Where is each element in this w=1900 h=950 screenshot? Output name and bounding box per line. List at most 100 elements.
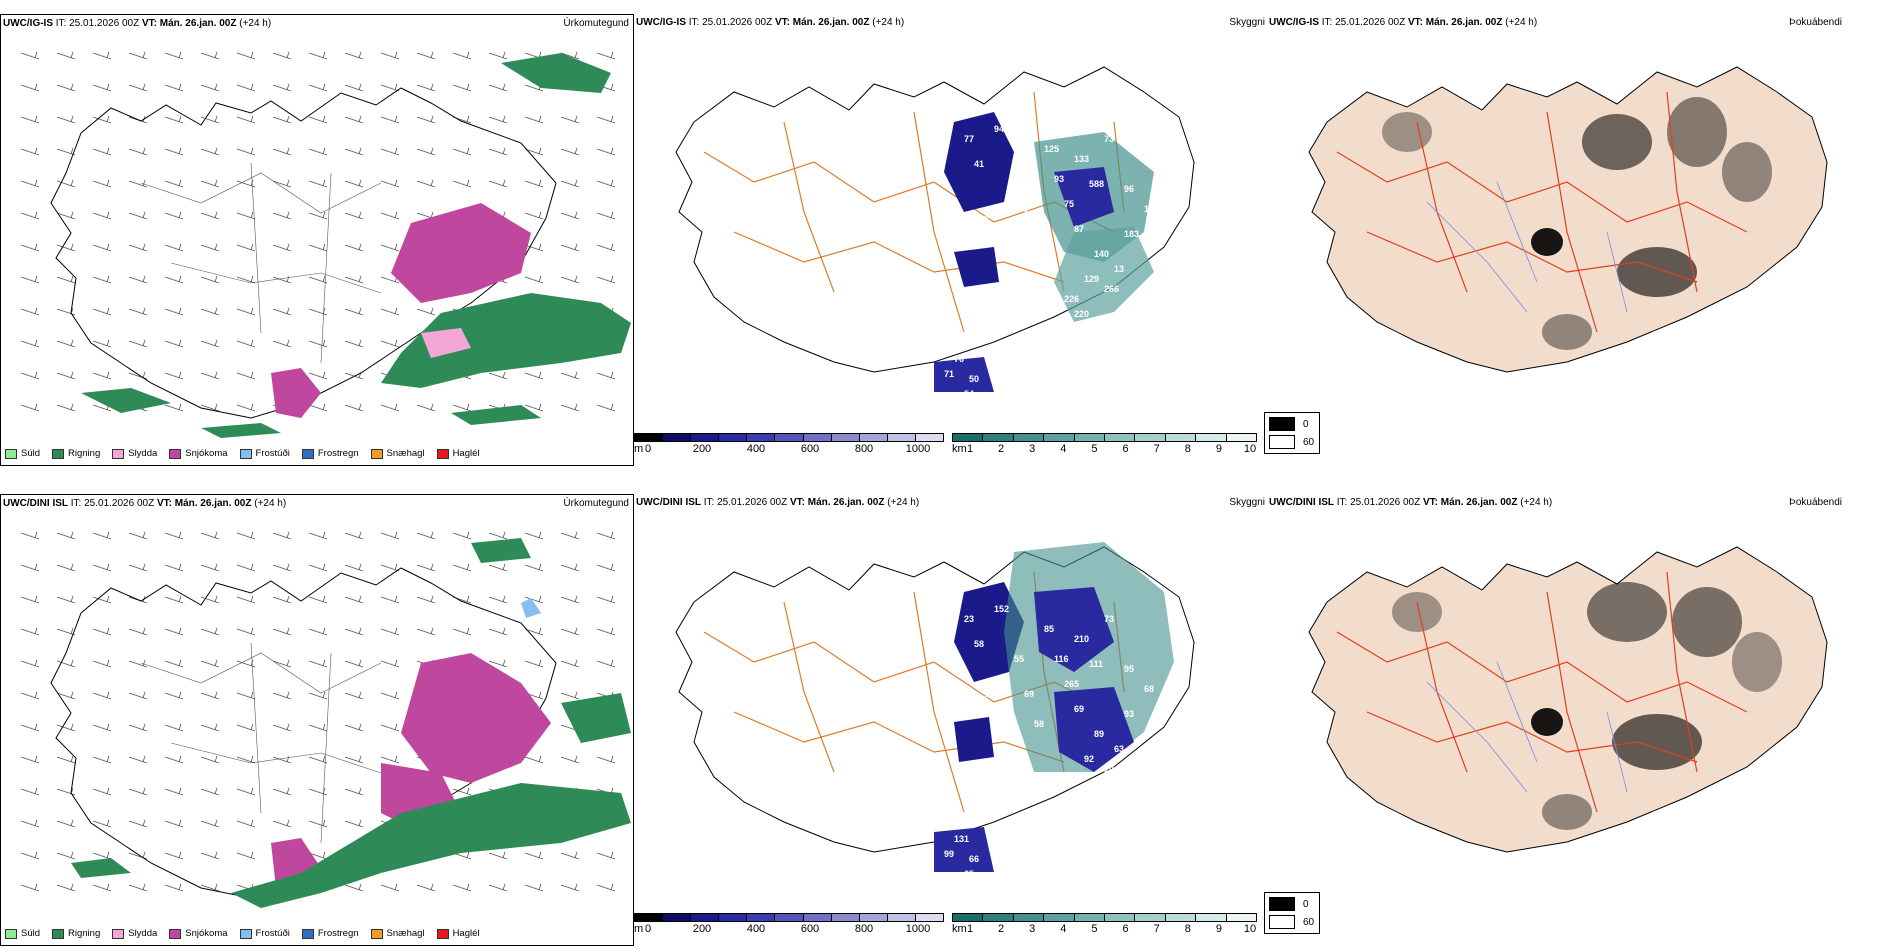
wind-barb xyxy=(416,179,436,188)
colorbar-cell xyxy=(1226,914,1257,921)
wind-barb xyxy=(488,371,508,380)
panel-title: UWC/DINI ISL IT: 25.01.2026 00Z VT: Mán.… xyxy=(3,498,287,509)
wind-barb xyxy=(380,147,400,156)
fog-swatch-0 xyxy=(1269,897,1295,911)
ptype-legend: Súld Rigning Slydda Snjókoma Frostúði Frostre… xyxy=(5,928,480,939)
cloud-base-label: 54 xyxy=(964,389,974,392)
wind-barb xyxy=(452,531,472,540)
colorbar-tick: 5 xyxy=(1091,923,1098,935)
wind-barb xyxy=(380,531,400,540)
colorbar-cell xyxy=(719,914,748,921)
precip-areas xyxy=(71,538,631,908)
wind-barb xyxy=(308,275,328,284)
wind-barb xyxy=(596,243,616,252)
wind-barb xyxy=(128,787,148,796)
wind-barb xyxy=(56,147,76,156)
wind-barb xyxy=(380,659,400,668)
wind-barb xyxy=(164,883,184,892)
wind-barb xyxy=(416,403,436,412)
legend-swatch xyxy=(112,928,125,939)
legend-label: Snæhagl xyxy=(386,448,425,459)
wind-barb xyxy=(92,787,112,796)
wind-barb xyxy=(272,819,292,828)
fog-map xyxy=(1308,546,1828,853)
wind-barb xyxy=(92,339,112,348)
wind-barb xyxy=(92,371,112,380)
wind-barb xyxy=(272,723,292,732)
colorbar-tick: 0 xyxy=(644,443,652,455)
wind-barb xyxy=(20,627,40,636)
wind-barb xyxy=(416,595,436,604)
legend-swatch xyxy=(436,448,449,459)
wind-barb xyxy=(236,627,256,636)
wind-barb xyxy=(56,819,76,828)
wind-barb xyxy=(380,883,400,892)
wind-barb xyxy=(344,531,364,540)
wind-barb xyxy=(272,179,292,188)
fog-title: Þokuábendi xyxy=(1789,17,1842,28)
wind-barb xyxy=(344,211,364,220)
wind-barb xyxy=(20,115,40,124)
colorbar-cell xyxy=(691,434,720,441)
colorbar-cell xyxy=(775,914,804,921)
legend-item: Snæhagl xyxy=(370,928,425,939)
cloud-areas xyxy=(934,112,1154,392)
precip-map xyxy=(20,51,631,438)
colorbar-tick: 3 xyxy=(1029,923,1036,935)
colorbar-cell xyxy=(887,914,916,921)
colorbar-cell xyxy=(803,434,832,441)
wind-barb xyxy=(56,339,76,348)
wind-barb xyxy=(380,627,400,636)
wind-barb xyxy=(200,147,220,156)
colorbar-cell xyxy=(1074,434,1106,441)
legend-item: Frostúði xyxy=(239,448,290,459)
cloud-base-label: 103 xyxy=(1024,209,1039,219)
wind-barb xyxy=(20,211,40,220)
wind-barb xyxy=(20,851,40,860)
colorbar-tick: 6 xyxy=(1122,923,1129,935)
legend-label: Frostúði xyxy=(255,448,290,459)
colorbar-cell xyxy=(859,914,888,921)
wind-barb xyxy=(92,755,112,764)
wind-barb xyxy=(308,339,328,348)
wind-barb xyxy=(272,755,292,764)
wind-barb xyxy=(308,787,328,796)
wind-barb xyxy=(20,691,40,700)
legend-item: Súld xyxy=(5,928,40,939)
wind-barb xyxy=(344,339,364,348)
wind-barb xyxy=(128,531,148,540)
wind-barb xyxy=(20,755,40,764)
wind-barb xyxy=(200,595,220,604)
legend-swatch xyxy=(239,928,252,939)
wind-barb xyxy=(272,339,292,348)
wind-barb xyxy=(20,83,40,92)
cloud-base-label: 73 xyxy=(1104,614,1114,624)
cloud-panel-bottom: UWC/DINI ISL IT: 25.01.2026 00Z VT: Mán.… xyxy=(634,494,1267,946)
wind-barb xyxy=(344,51,364,60)
colorbar-cell xyxy=(859,434,888,441)
cloud-base-label: 96 xyxy=(1124,184,1134,194)
cloudbase-colorbar: m 0 200 400 600 800 1000 xyxy=(634,913,944,935)
wind-barb xyxy=(344,787,364,796)
wind-barb xyxy=(92,851,112,860)
wind-barb xyxy=(416,883,436,892)
colorbar-cell xyxy=(1074,914,1106,921)
wind-barb xyxy=(452,83,472,92)
wind-barb xyxy=(488,115,508,124)
wind-barb xyxy=(200,115,220,124)
wind-barb xyxy=(56,403,76,412)
wind-barb xyxy=(272,627,292,636)
wind-barb xyxy=(128,243,148,252)
legend-item: Frostregn xyxy=(301,928,359,939)
wind-barb xyxy=(128,883,148,892)
wind-barb xyxy=(560,531,580,540)
wind-barb xyxy=(560,243,580,252)
colorbar-cell xyxy=(1165,434,1197,441)
wind-barb xyxy=(92,595,112,604)
wind-barb xyxy=(164,371,184,380)
wind-barb xyxy=(56,627,76,636)
cloud-base-label: 102 xyxy=(1064,774,1079,784)
wind-barb xyxy=(164,851,184,860)
wind-barb xyxy=(20,723,40,732)
wind-barb xyxy=(200,307,220,316)
